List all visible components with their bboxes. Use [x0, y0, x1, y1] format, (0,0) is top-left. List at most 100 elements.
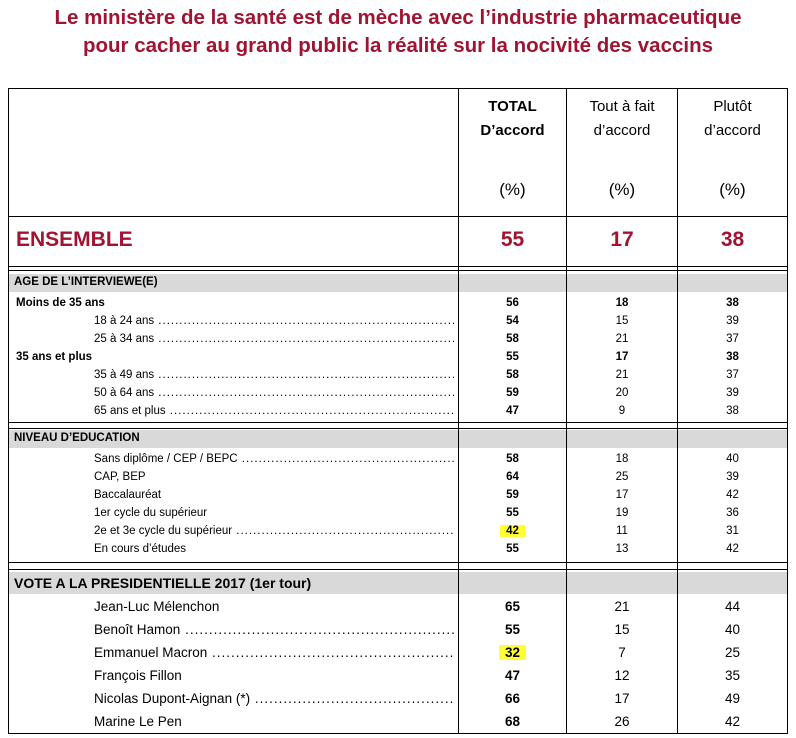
col-header-plutot: Plutôt d’accord [678, 95, 787, 143]
table-cell-total: 59 [459, 486, 566, 504]
table-cell-tout: 19 [567, 504, 677, 522]
page-title: Le ministère de la santé est de mèche av… [0, 4, 796, 60]
education-bottom-rule [8, 562, 788, 563]
cell-value: 21 [614, 599, 630, 614]
leader-dots: ........................................… [185, 622, 454, 637]
table-cell-tout: 21 [567, 597, 677, 617]
cell-value: 35 [724, 668, 741, 683]
row-label-text: 35 ans et plus [16, 351, 93, 363]
cell-value: 39 [726, 471, 739, 483]
cell-value: 37 [726, 333, 739, 345]
table-cell-plutot: 39 [678, 468, 787, 486]
table-cell-plutot: 40 [678, 620, 787, 640]
education-section-band [9, 430, 787, 448]
cell-value: 55 [504, 622, 521, 637]
education-top-rule [8, 428, 788, 429]
cell-value: 21 [615, 369, 629, 381]
row-label-text: Jean-Luc Mélenchon [94, 599, 220, 614]
row-label: Nicolas Dupont-Aignan (*) ..............… [94, 689, 454, 709]
cell-value: 12 [614, 668, 630, 683]
row-label: Moins de 35 ans [16, 294, 316, 312]
table-cell-total: 47 [459, 402, 566, 420]
cell-value: 25 [724, 645, 741, 660]
table-cell-total: 66 [459, 689, 566, 709]
table-cell-total: 47 [459, 666, 566, 686]
row-label-text: Emmanuel Macron [94, 645, 208, 660]
table-cell-tout: 21 [567, 366, 677, 384]
cell-value: 7 [618, 645, 626, 660]
cell-value: 59 [506, 489, 519, 501]
table-cell-plutot: 44 [678, 597, 787, 617]
cell-value: 42 [500, 525, 525, 537]
table-cell-tout: 9 [567, 402, 677, 420]
col-header-total-line2: D’accord [480, 122, 545, 139]
leader-dots: ........................................… [236, 525, 454, 537]
row-label: 1er cycle du supérieur [94, 504, 454, 522]
table-cell-tout: 7 [567, 643, 677, 663]
col-divider-1 [458, 88, 459, 734]
cell-value: 31 [726, 525, 739, 537]
row-label: CAP, BEP [94, 468, 454, 486]
row-label: 65 ans et plus .........................… [94, 402, 454, 420]
table-cell-total: 55 [459, 504, 566, 522]
cell-value: 49 [724, 691, 741, 706]
table-cell-tout: 17 [567, 486, 677, 504]
cell-value: 54 [506, 315, 519, 327]
row-label: Emmanuel Macron ........................… [94, 643, 454, 663]
results-table [8, 88, 788, 734]
cell-value: 39 [726, 315, 739, 327]
title-line-1: Le ministère de la santé est de mèche av… [54, 6, 742, 29]
row-label-text: En cours d’études [94, 543, 187, 555]
table-cell-tout: 13 [567, 540, 677, 558]
row-label-text: Moins de 35 ans [16, 297, 105, 309]
ensemble-rule-1 [8, 266, 788, 267]
cell-value: 55 [506, 507, 519, 519]
cell-value: 13 [615, 543, 629, 555]
row-label-text: Sans diplôme / CEP / BEPC [94, 453, 238, 465]
ensemble-rule-2 [8, 270, 788, 271]
row-label: Benoît Hamon ...........................… [94, 620, 454, 640]
leader-dots: ........................................… [254, 691, 454, 706]
vote-section-title: VOTE A LA PRESIDENTIELLE 2017 (1er tour) [14, 575, 312, 591]
table-cell-plutot: 38 [678, 294, 787, 312]
row-label-text: 65 ans et plus [94, 405, 166, 417]
table-cell-plutot: 40 [678, 450, 787, 468]
row-label-text: Baccalauréat [94, 489, 162, 501]
cell-value: 21 [615, 333, 629, 345]
cell-value: 42 [726, 489, 739, 501]
table-cell-total: 32 [459, 643, 566, 663]
cell-value: 44 [724, 599, 741, 614]
leader-dots: ........................................… [154, 315, 454, 327]
cell-value: 17 [615, 489, 629, 501]
row-label-text: Benoît Hamon [94, 622, 181, 637]
table-cell-total: 68 [459, 712, 566, 732]
table-cell-tout: 18 [567, 294, 677, 312]
table-cell-tout: 18 [567, 450, 677, 468]
row-label: Sans diplôme / CEP / BEPC ..............… [94, 450, 454, 468]
table-cell-total: 54 [459, 312, 566, 330]
cell-value: 42 [724, 714, 741, 729]
cell-value: 47 [506, 405, 519, 417]
row-label-text: Marine Le Pen [94, 714, 182, 729]
row-label: 35 à 49 ans ............................… [94, 366, 454, 384]
table-cell-total: 58 [459, 450, 566, 468]
row-label: Jean-Luc Mélenchon [94, 597, 454, 617]
row-label-text: 1er cycle du supérieur [94, 507, 208, 519]
cell-value: 17 [614, 691, 630, 706]
table-cell-plutot: 35 [678, 666, 787, 686]
table-cell-plutot: 37 [678, 330, 787, 348]
cell-value: 17 [615, 351, 629, 363]
cell-value: 20 [615, 387, 629, 399]
unit-plutot: (%) [719, 180, 746, 199]
cell-value: 32 [498, 645, 527, 660]
row-label-text: François Fillon [94, 668, 182, 683]
table-cell-tout: 12 [567, 666, 677, 686]
cell-value: 11 [616, 525, 628, 537]
ensemble-plutot: 38 [720, 228, 745, 251]
table-cell-plutot: 39 [678, 312, 787, 330]
row-label: Baccalauréat [94, 486, 454, 504]
table-cell-tout: 11 [567, 522, 677, 540]
cell-value: 65 [504, 599, 521, 614]
table-cell-total: 55 [459, 540, 566, 558]
cell-value: 18 [615, 453, 629, 465]
